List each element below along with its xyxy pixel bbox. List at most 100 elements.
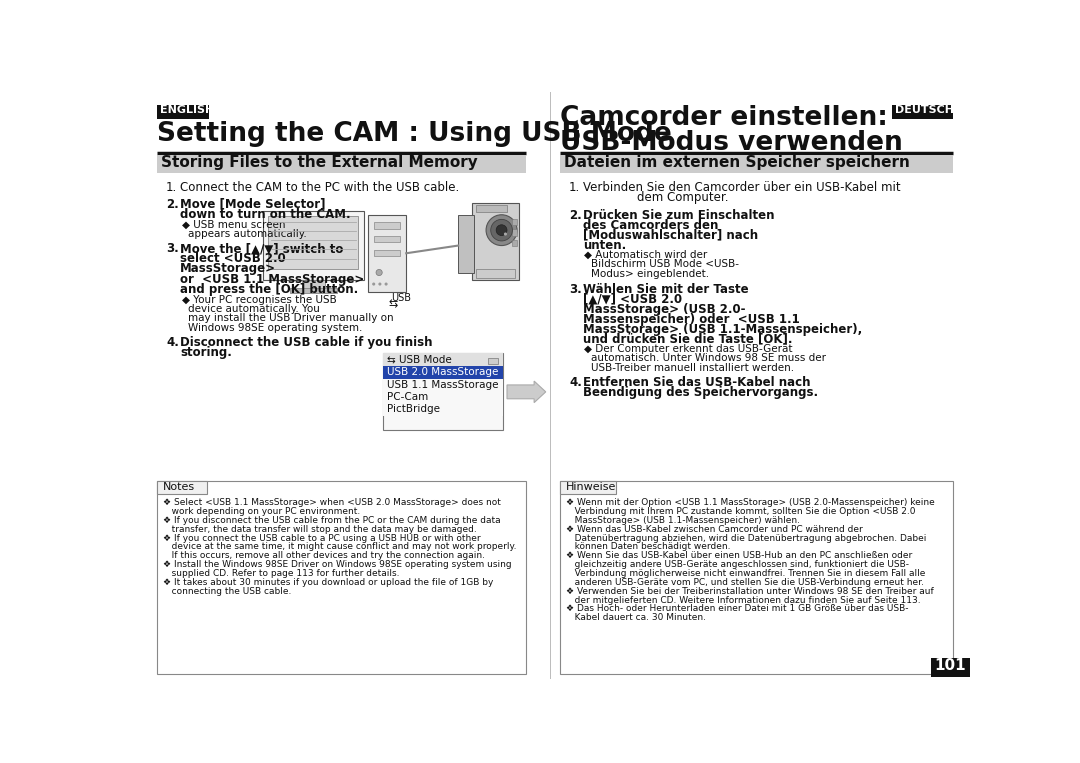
Text: PictBridge: PictBridge [387,404,440,414]
Text: ❖ Select <USB 1.1 MassStorage> when <USB 2.0 MassStorage> does not: ❖ Select <USB 1.1 MassStorage> when <USB… [163,498,501,507]
Text: If this occurs, remove all other devices and try the connection again.: If this occurs, remove all other devices… [163,551,485,560]
Text: ❖ Install the Windows 98SE Driver on Windows 98SE operating system using: ❖ Install the Windows 98SE Driver on Win… [163,560,512,569]
Text: Dateien im externen Speicher speichern: Dateien im externen Speicher speichern [565,155,910,169]
Bar [383,391,503,404]
Bar [383,404,503,416]
Circle shape [373,282,375,285]
Text: ❖ Das Hoch- oder Herunterladen einer Datei mit 1 GB Größe über das USB-: ❖ Das Hoch- oder Herunterladen einer Dat… [566,604,908,613]
Bar [512,219,517,225]
Text: unten.: unten. [583,239,626,252]
Text: Connect the CAM to the PC with the USB cable.: Connect the CAM to the PC with the USB c… [180,181,459,194]
Text: Windows 98SE operating system.: Windows 98SE operating system. [188,323,362,333]
Bar [512,240,517,246]
Text: und drücken Sie die Taste [OK].: und drücken Sie die Taste [OK]. [583,333,793,346]
Bar [383,353,503,430]
Text: ❖ It takes about 30 minutes if you download or upload the file of 1GB by: ❖ It takes about 30 minutes if you downl… [163,578,494,587]
Text: ❖ Wenn Sie das USB-Kabel über einen USB-Hub an den PC anschließen oder: ❖ Wenn Sie das USB-Kabel über einen USB-… [566,551,913,560]
Text: ◆ USB menu screen: ◆ USB menu screen [181,221,285,230]
Text: ◆ Your PC recognises the USB: ◆ Your PC recognises the USB [181,295,336,305]
Text: 1.: 1. [569,181,580,194]
Text: USB 1.1 MassStorage: USB 1.1 MassStorage [387,379,498,390]
Bar [157,481,526,674]
Text: supplied CD. Refer to page 113 for further details.: supplied CD. Refer to page 113 for furth… [163,569,400,578]
Bar [476,204,507,212]
Circle shape [384,282,388,285]
Bar [268,215,359,269]
Bar [488,358,499,364]
Text: or  <USB 1.1 MassStorage>: or <USB 1.1 MassStorage> [180,272,364,285]
Bar [472,203,518,280]
Circle shape [504,233,507,236]
Text: USB-Treiber manuell installiert werden.: USB-Treiber manuell installiert werden. [591,362,794,372]
Text: können Daten beschädigt werden.: können Daten beschädigt werden. [566,542,730,552]
Text: PC-Cam: PC-Cam [387,392,428,402]
Text: ◆ Automatisch wird der: ◆ Automatisch wird der [584,250,707,260]
Text: ◆ Der Computer erkennt das USB-Gerät: ◆ Der Computer erkennt das USB-Gerät [584,344,793,354]
Text: device at the same time, it might cause conflict and may not work properly.: device at the same time, it might cause … [163,542,516,552]
Text: Hinweise: Hinweise [566,482,617,492]
Text: ❖ If you disconnect the USB cable from the PC or the CAM during the data: ❖ If you disconnect the USB cable from t… [163,516,500,525]
Text: ❖ If you connect the USB cable to a PC using a USB HUB or with other: ❖ If you connect the USB cable to a PC u… [163,533,481,542]
Text: Disconnect the USB cable if you finish: Disconnect the USB cable if you finish [180,336,432,349]
Text: Bildschirm USB Mode <USB-: Bildschirm USB Mode <USB- [591,259,739,269]
Circle shape [486,214,517,246]
Text: appears automatically.: appears automatically. [188,230,307,240]
Bar [157,105,210,118]
Text: [▲/▼] <USB 2.0: [▲/▼] <USB 2.0 [583,292,683,305]
Text: transfer, the data transfer will stop and the data may be damaged.: transfer, the data transfer will stop an… [163,525,476,533]
Circle shape [376,269,382,275]
Text: down to turn on the CAM.: down to turn on the CAM. [180,208,351,221]
Bar [383,353,503,366]
Bar [458,214,474,272]
Text: Verbindung möglicherweise nicht einwandfrei. Trennen Sie in diesem Fall alle: Verbindung möglicherweise nicht einwandf… [566,569,926,578]
Bar [383,378,503,391]
Text: MassStorage> (USB 1.1-Massenspeicher),: MassStorage> (USB 1.1-Massenspeicher), [583,323,862,336]
Text: USB-Modus verwenden: USB-Modus verwenden [559,130,903,156]
Text: Entfernen Sie das USB-Kabel nach: Entfernen Sie das USB-Kabel nach [583,376,810,389]
Text: work depending on your PC environment.: work depending on your PC environment. [163,507,360,516]
Text: Beendigung des Speichervorgangs.: Beendigung des Speichervorgangs. [583,387,818,400]
Bar [157,475,526,481]
Circle shape [496,225,507,236]
Text: MassStorage> (USB 2.0-: MassStorage> (USB 2.0- [583,303,745,316]
Text: USB 2.0 MassStorage: USB 2.0 MassStorage [387,367,498,377]
Text: 4.: 4. [569,376,582,389]
Text: automatisch. Unter Windows 98 SE muss der: automatisch. Unter Windows 98 SE muss de… [591,353,826,363]
Text: storing.: storing. [180,346,232,359]
Text: Verbindung mit Ihrem PC zustande kommt, sollten Sie die Option <USB 2.0: Verbindung mit Ihrem PC zustande kommt, … [566,507,916,516]
Text: Verbinden Sie den Camcorder über ein USB-Kabel mit: Verbinden Sie den Camcorder über ein USB… [583,181,901,194]
Text: 1.: 1. [166,181,177,194]
Text: ENGLISH: ENGLISH [160,105,214,114]
Text: select <USB 2.0: select <USB 2.0 [180,253,286,266]
Text: gleichzeitig andere USB-Geräte angeschlossen sind, funktioniert die USB-: gleichzeitig andere USB-Geräte angeschlo… [566,560,909,569]
Text: Setting the CAM : Using USB Mode: Setting the CAM : Using USB Mode [157,121,672,146]
Bar [301,280,325,289]
Text: connecting the USB cable.: connecting the USB cable. [163,587,292,596]
Text: ❖ Verwenden Sie bei der Treiberinstallation unter Windows 98 SE den Treiber auf: ❖ Verwenden Sie bei der Treiberinstallat… [566,587,933,596]
Circle shape [378,282,381,285]
Bar [559,155,953,173]
Text: 4.: 4. [166,336,179,349]
Text: [Moduswahlschalter] nach: [Moduswahlschalter] nach [583,229,758,242]
Text: Drücken Sie zum Einschalten: Drücken Sie zum Einschalten [583,208,774,221]
Text: device automatically. You: device automatically. You [188,304,320,314]
Text: Storing Files to the External Memory: Storing Files to the External Memory [161,155,478,169]
Text: Modus> eingeblendet.: Modus> eingeblendet. [591,269,708,278]
Text: Datenübertragung abziehen, wird die Datenübertragung abgebrochen. Dabei: Datenübertragung abziehen, wird die Date… [566,533,927,542]
Bar [383,366,503,378]
Text: der mitgelieferten CD. Weitere Informationen dazu finden Sie auf Seite 113.: der mitgelieferten CD. Weitere Informati… [566,596,920,604]
Text: MassStorage>: MassStorage> [180,262,276,275]
Bar [262,211,364,280]
Text: may install the USB Driver manually on: may install the USB Driver manually on [188,314,393,324]
Text: 2.: 2. [569,208,582,221]
Text: ❖ Wenn mit der Option <USB 1.1 MassStorage> (USB 2.0-Massenspeicher) keine: ❖ Wenn mit der Option <USB 1.1 MassStora… [566,498,934,507]
Bar [374,237,400,243]
Bar [374,250,400,256]
Text: 3.: 3. [166,243,179,256]
Text: ⇆ USB Mode: ⇆ USB Mode [387,354,451,364]
Text: Massenspeicher) oder  <USB 1.1: Massenspeicher) oder <USB 1.1 [583,313,799,326]
Bar [374,223,400,229]
Text: ⇆: ⇆ [389,298,397,309]
Text: ❖ Wenn das USB-Kabel zwischen Camcorder und PC während der: ❖ Wenn das USB-Kabel zwischen Camcorder … [566,525,863,533]
Text: 2.: 2. [166,198,179,211]
